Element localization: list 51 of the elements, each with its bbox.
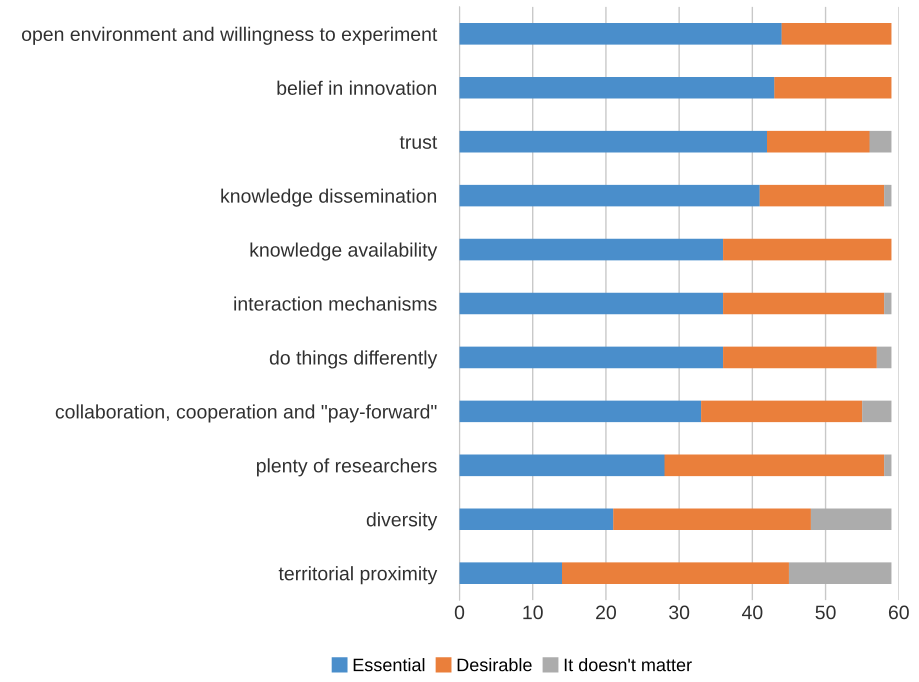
bar <box>460 184 760 206</box>
bar <box>788 562 892 584</box>
legend-label: It doesn't matter <box>564 658 692 672</box>
bar <box>460 23 782 45</box>
bar <box>460 238 724 260</box>
bar <box>460 400 702 422</box>
bar <box>760 184 884 206</box>
bar <box>876 346 892 368</box>
bar <box>664 454 884 476</box>
bar <box>723 292 884 314</box>
bar <box>460 292 724 314</box>
bar <box>460 508 614 530</box>
x-tick-label: 60 <box>888 606 909 620</box>
bar <box>884 184 892 206</box>
y-tick-label: belief in innovation <box>277 80 436 95</box>
bar <box>862 400 892 422</box>
bar <box>460 76 774 99</box>
bar <box>766 130 870 152</box>
bar <box>723 238 892 260</box>
x-tick-label: 20 <box>596 606 616 620</box>
x-tick-label: 40 <box>742 606 762 620</box>
y-tick-label: trust <box>400 136 438 149</box>
y-tick-label: do things differently <box>270 350 438 369</box>
bar <box>460 130 767 152</box>
bar <box>460 562 562 584</box>
bar <box>869 130 892 152</box>
bar <box>460 346 724 368</box>
y-tick-label: collaboration, cooperation and "pay-forward" <box>56 404 436 422</box>
x-tick-label: 10 <box>523 606 543 620</box>
bar <box>562 562 789 584</box>
y-tick-label: diversity <box>366 512 438 530</box>
bar <box>723 346 877 368</box>
legend-label: Essential <box>354 658 424 672</box>
x-tick-label: 50 <box>816 606 836 620</box>
y-tick-label: knowledge availability <box>250 242 438 261</box>
y-tick-label: territorial proximity <box>278 566 438 584</box>
y-tick-label: open environment and willingness to experiment <box>22 26 438 45</box>
y-tick-label: knowledge dissemination <box>221 188 436 207</box>
legend-label: Desirable <box>458 658 532 672</box>
bar <box>884 454 892 476</box>
bar <box>774 76 892 99</box>
x-tick-label: 30 <box>669 606 690 620</box>
bar <box>810 508 892 530</box>
y-tick-label: plenty of researchers <box>256 458 437 476</box>
bar <box>613 508 811 530</box>
bar <box>884 292 892 314</box>
bar <box>460 454 664 476</box>
x-tick-label: 0 <box>454 606 464 620</box>
bar <box>782 23 892 45</box>
bar <box>701 400 862 422</box>
y-tick-label: interaction mechanisms <box>234 296 437 311</box>
